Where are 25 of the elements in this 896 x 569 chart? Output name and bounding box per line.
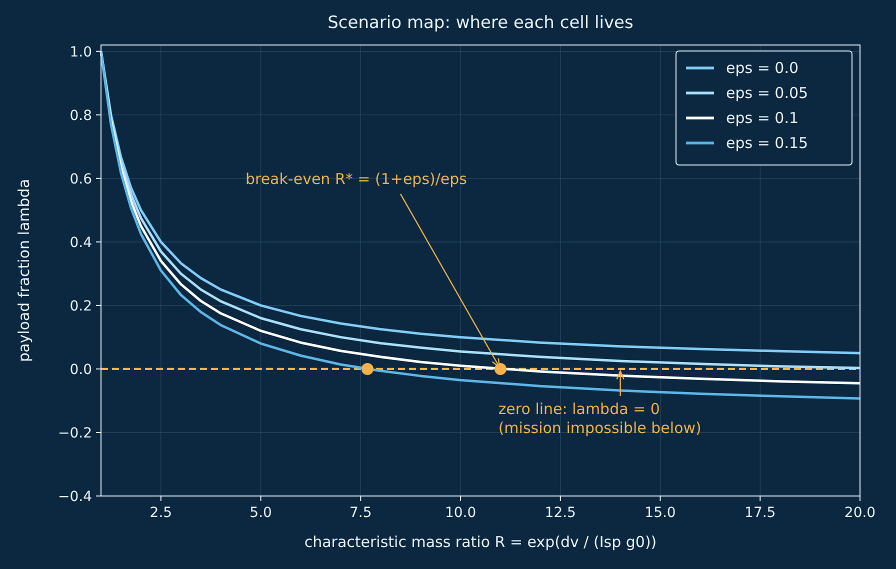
annotation: zero line: lambda = 0 (mission impossible below) bbox=[498, 400, 702, 437]
y-tick-label: 0.0 bbox=[70, 362, 92, 378]
x-tick-label: 5.0 bbox=[250, 505, 272, 521]
y-tick-label: 1.0 bbox=[70, 44, 92, 60]
legend-label: eps = 0.15 bbox=[726, 134, 808, 152]
chart-title: Scenario map: where each cell lives bbox=[328, 13, 634, 33]
y-tick-label: −0.2 bbox=[58, 425, 92, 442]
x-tick-label: 7.5 bbox=[350, 505, 372, 521]
x-tick-label: 2.5 bbox=[150, 505, 172, 521]
legend-label: eps = 0.05 bbox=[726, 84, 808, 102]
legend-label: eps = 0.0 bbox=[726, 59, 799, 77]
x-tick-label: 17.5 bbox=[744, 505, 776, 521]
y-tick-label: 0.6 bbox=[70, 171, 92, 188]
y-tick-label: 0.8 bbox=[70, 108, 92, 124]
y-axis-title: payload fraction lambda bbox=[15, 178, 33, 362]
y-tick-label: 0.2 bbox=[70, 298, 92, 314]
legend-label: eps = 0.1 bbox=[726, 109, 799, 127]
y-tick-label: 0.4 bbox=[70, 234, 92, 251]
y-tick-label: −0.4 bbox=[58, 489, 92, 505]
x-tick-label: 10.0 bbox=[444, 505, 476, 521]
x-tick-label: 12.5 bbox=[544, 505, 576, 521]
x-tick-label: 20.0 bbox=[844, 505, 876, 521]
x-axis-title: characteristic mass ratio R = exp(dv / (Isp g0)) bbox=[304, 533, 657, 551]
x-tick-label: 15.0 bbox=[644, 505, 676, 521]
annotation: break-even R* = (1+eps)/eps bbox=[245, 170, 468, 188]
